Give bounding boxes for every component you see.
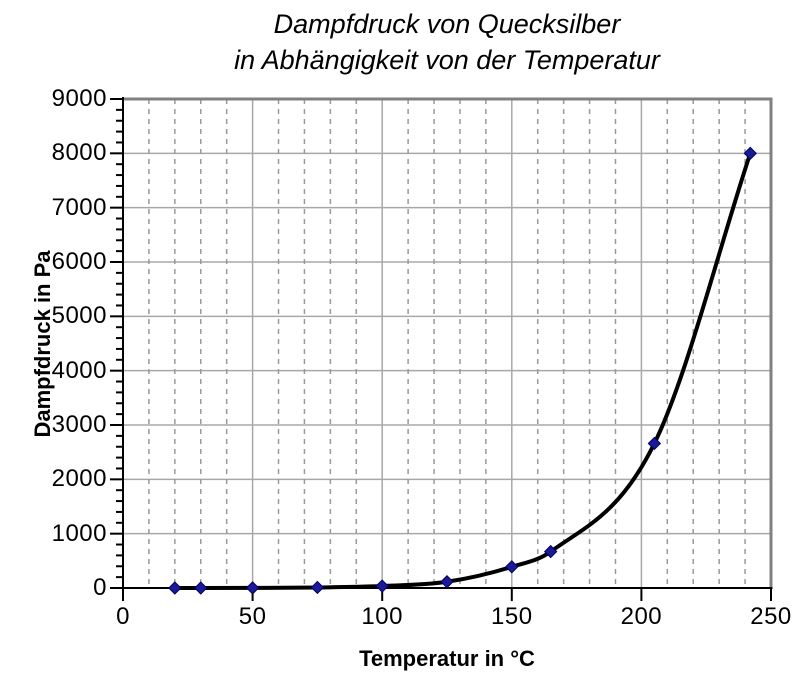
chart-title-line1: Dampfdruck von Quecksilber xyxy=(273,9,621,39)
y-tick-label: 3000 xyxy=(51,411,107,438)
x-tick-label: 200 xyxy=(620,603,663,630)
chart-title-line2: in Abhängigkeit von der Temperatur xyxy=(234,45,660,75)
y-tick-label: 6000 xyxy=(51,248,107,275)
data-point-marker xyxy=(194,581,208,595)
y-tick-label: 5000 xyxy=(51,302,107,330)
y-tick-label: 0 xyxy=(93,574,107,601)
data-point-marker xyxy=(375,579,389,593)
data-point-marker xyxy=(505,560,519,574)
data-point-marker xyxy=(310,580,325,595)
y-tick-label: 4000 xyxy=(51,356,107,384)
x-tick-label: 100 xyxy=(361,603,403,630)
x-axis-title: Temperatur in °C xyxy=(359,646,535,671)
data-point-marker xyxy=(168,581,182,595)
x-tick-label: 0 xyxy=(116,603,130,630)
data-point-marker xyxy=(440,575,454,589)
data-point-marker xyxy=(647,436,662,451)
data-point-marker xyxy=(743,146,757,161)
chart-title: Dampfdruck von Quecksilber in Abhängigke… xyxy=(123,6,771,78)
x-tick-label: 150 xyxy=(491,603,533,630)
y-tick-label: 8000 xyxy=(51,139,107,167)
y-tick-label: 1000 xyxy=(51,519,107,547)
x-tick-label: 250 xyxy=(750,603,792,630)
data-point-marker xyxy=(543,544,558,559)
x-tick-label: 50 xyxy=(238,603,267,630)
y-tick-label: 7000 xyxy=(51,193,107,221)
y-tick-label: 2000 xyxy=(51,465,107,493)
data-point-marker xyxy=(245,581,260,595)
y-tick-label: 9000 xyxy=(51,85,107,112)
